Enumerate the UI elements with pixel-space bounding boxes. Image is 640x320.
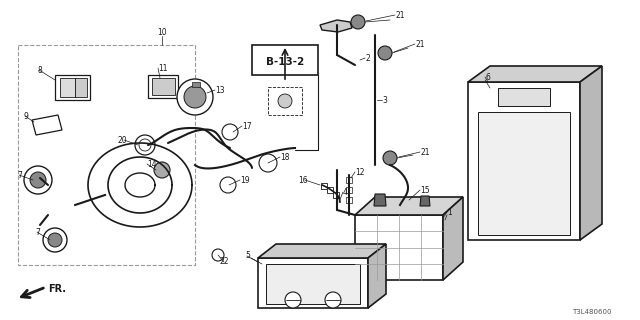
Polygon shape	[327, 187, 333, 193]
Circle shape	[154, 162, 170, 178]
Polygon shape	[75, 78, 87, 97]
Polygon shape	[478, 112, 570, 235]
Circle shape	[278, 94, 292, 108]
Text: 12: 12	[355, 167, 365, 177]
Polygon shape	[368, 244, 386, 308]
Text: 9: 9	[23, 111, 28, 121]
Polygon shape	[468, 66, 602, 82]
Text: 14: 14	[147, 159, 157, 169]
Text: 13: 13	[215, 85, 225, 94]
Circle shape	[259, 154, 277, 172]
Polygon shape	[55, 75, 90, 100]
Text: FR.: FR.	[48, 284, 66, 294]
Bar	[18, 45, 195, 265]
Text: 1: 1	[447, 207, 452, 217]
Circle shape	[43, 228, 67, 252]
Bar	[252, 45, 318, 75]
Circle shape	[325, 292, 341, 308]
Text: 8: 8	[37, 66, 42, 75]
Polygon shape	[346, 187, 352, 193]
Text: 3: 3	[382, 95, 387, 105]
Polygon shape	[192, 82, 200, 87]
Bar	[268, 87, 302, 115]
Circle shape	[135, 135, 155, 155]
Text: 17: 17	[242, 122, 252, 131]
Polygon shape	[333, 192, 339, 198]
Text: 21: 21	[420, 148, 429, 156]
Polygon shape	[148, 75, 178, 98]
Polygon shape	[320, 20, 352, 32]
Polygon shape	[468, 82, 580, 240]
Polygon shape	[258, 244, 386, 258]
Text: 18: 18	[280, 153, 289, 162]
Polygon shape	[420, 196, 430, 206]
Text: 19: 19	[240, 175, 250, 185]
Text: 16: 16	[298, 175, 308, 185]
Circle shape	[351, 15, 365, 29]
Text: 7: 7	[17, 171, 22, 180]
Polygon shape	[346, 197, 352, 203]
Text: 10: 10	[157, 28, 167, 36]
Polygon shape	[346, 177, 352, 183]
Circle shape	[383, 151, 397, 165]
Polygon shape	[355, 215, 443, 280]
Circle shape	[139, 139, 151, 151]
Circle shape	[177, 79, 213, 115]
Circle shape	[48, 233, 62, 247]
Polygon shape	[392, 200, 418, 215]
Circle shape	[220, 177, 236, 193]
Polygon shape	[443, 197, 463, 280]
Polygon shape	[32, 115, 62, 135]
Polygon shape	[321, 183, 327, 189]
Circle shape	[378, 46, 392, 60]
Circle shape	[212, 249, 224, 261]
Polygon shape	[152, 78, 175, 95]
Text: 15: 15	[420, 186, 429, 195]
Text: 22: 22	[220, 258, 228, 267]
Polygon shape	[258, 258, 368, 308]
Bar	[498, 88, 550, 106]
Text: 7: 7	[35, 228, 40, 236]
Text: 11: 11	[158, 63, 168, 73]
Text: 21: 21	[415, 39, 424, 49]
Text: 4: 4	[343, 188, 348, 196]
Text: B-13-2: B-13-2	[266, 57, 304, 67]
Text: 6: 6	[485, 73, 490, 82]
Text: 21: 21	[395, 11, 404, 20]
Polygon shape	[374, 194, 386, 206]
Circle shape	[30, 172, 46, 188]
Polygon shape	[355, 197, 463, 215]
Circle shape	[285, 292, 301, 308]
Circle shape	[24, 166, 52, 194]
Text: T3L480600: T3L480600	[572, 309, 611, 315]
Polygon shape	[580, 66, 602, 240]
Text: 2: 2	[365, 53, 370, 62]
Circle shape	[184, 86, 206, 108]
Text: 20: 20	[117, 135, 127, 145]
Polygon shape	[266, 264, 360, 304]
Polygon shape	[60, 78, 75, 97]
Text: 5: 5	[245, 252, 250, 260]
Circle shape	[222, 124, 238, 140]
